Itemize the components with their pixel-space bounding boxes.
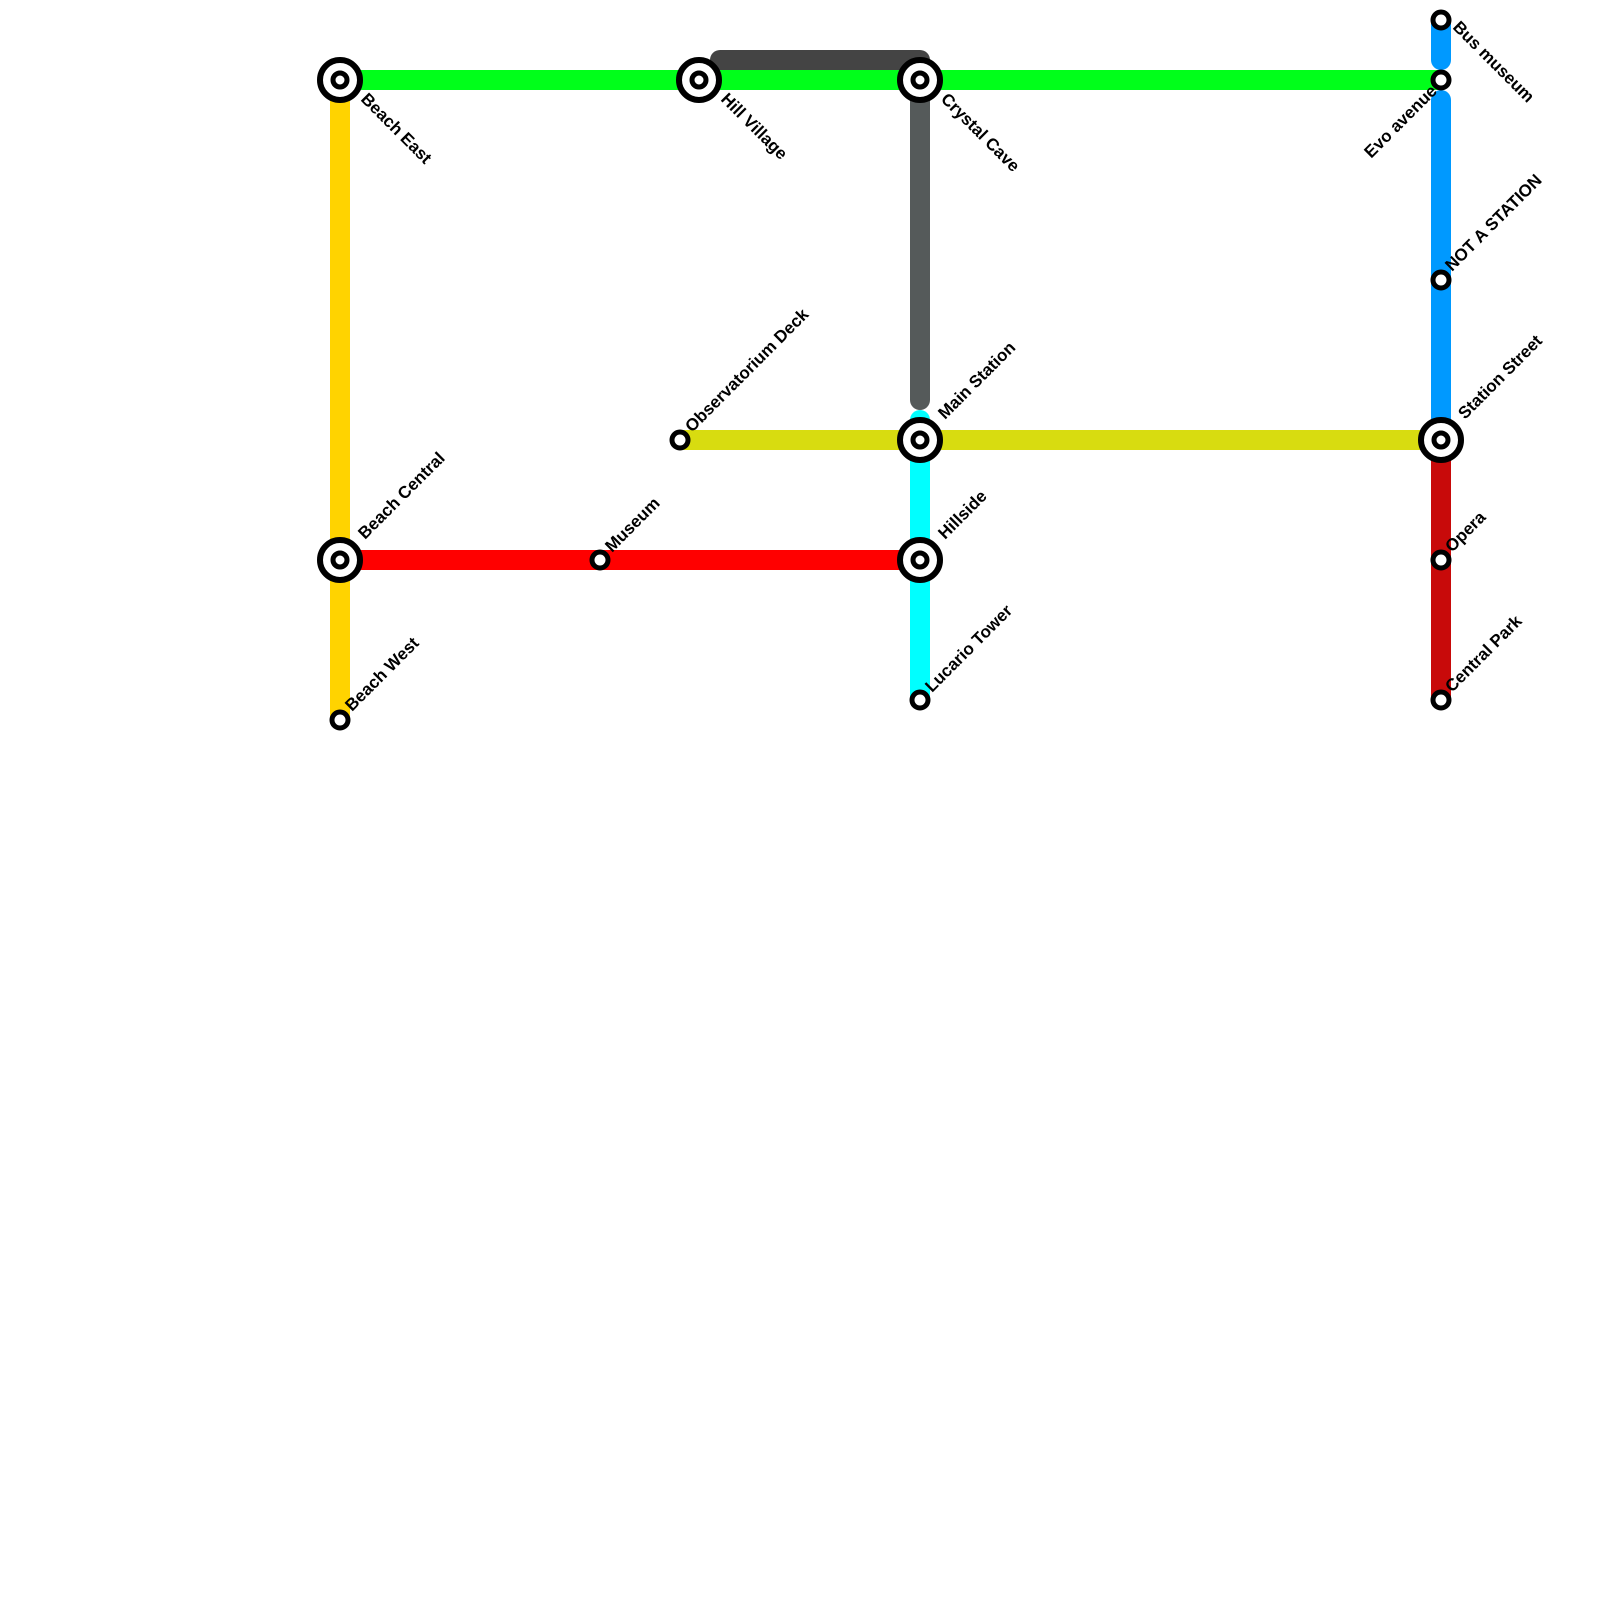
station-label-crystal-cave: Crystal Cave	[937, 89, 1023, 175]
station-marker-bus-museum[interactable]	[1430, 9, 1452, 31]
station-label-not-a-station: NOT A STATION	[1441, 171, 1545, 275]
station-label-central-park: Central Park	[1441, 611, 1526, 696]
station-label-beach-west: Beach West	[341, 633, 423, 715]
station-label-museum: Museum	[601, 494, 663, 556]
station-marker-beach-central[interactable]	[317, 537, 363, 583]
station-label-beach-east: Beach East	[357, 89, 435, 167]
station-marker-opera[interactable]	[1430, 549, 1452, 571]
station-circle	[669, 429, 691, 451]
station-marker-main-station[interactable]	[897, 417, 943, 463]
station-marker-observatorium-deck[interactable]	[669, 429, 691, 451]
station-marker-beach-west[interactable]	[329, 709, 351, 731]
station-circle	[1430, 269, 1452, 291]
station-label-hill-village: Hill Village	[717, 89, 791, 163]
station-circle	[909, 689, 931, 711]
station-circle	[330, 70, 350, 90]
station-marker-station-street[interactable]	[1418, 417, 1464, 463]
station-marker-beach-east[interactable]	[317, 57, 363, 103]
station-circle	[910, 550, 930, 570]
station-marker-museum[interactable]	[589, 549, 611, 571]
station-label-bus-museum: Bus museum	[1449, 17, 1538, 106]
station-marker-not-a-station[interactable]	[1430, 269, 1452, 291]
station-circle	[689, 70, 709, 90]
station-circle	[910, 70, 930, 90]
station-label-evo-avenue: Evo avenue	[1361, 81, 1441, 161]
station-label-station-street: Station Street	[1454, 331, 1546, 423]
station-circle	[1430, 69, 1452, 91]
station-marker-hill-village[interactable]	[676, 57, 722, 103]
station-marker-lucario-tower[interactable]	[909, 689, 931, 711]
station-circle	[1430, 689, 1452, 711]
station-label-lucario-tower: Lucario Tower	[921, 601, 1016, 696]
station-circle	[589, 549, 611, 571]
station-circle	[910, 430, 930, 450]
station-marker-crystal-cave[interactable]	[897, 57, 943, 103]
station-label-hillside: Hillside	[934, 487, 990, 543]
station-circle	[1431, 430, 1451, 450]
station-marker-central-park[interactable]	[1430, 689, 1452, 711]
station-label-main-station: Main Station	[934, 338, 1019, 423]
station-circle	[1430, 549, 1452, 571]
station-label-beach-central: Beach Central	[354, 449, 448, 543]
station-circle	[1430, 9, 1452, 31]
station-circle	[330, 550, 350, 570]
station-circle	[329, 709, 351, 731]
station-label-observatorium-deck: Observatorium Deck	[681, 304, 812, 435]
station-marker-hillside[interactable]	[897, 537, 943, 583]
station-marker-evo-avenue[interactable]	[1430, 69, 1452, 91]
